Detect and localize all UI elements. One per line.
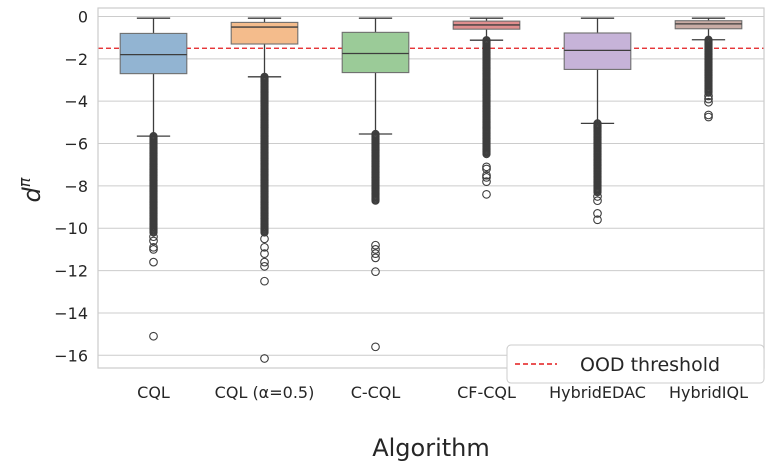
flier-point (593, 188, 602, 197)
iqr-box (674, 20, 743, 30)
iqr-box (341, 31, 410, 74)
flier-point (371, 267, 380, 276)
flier-point (593, 196, 602, 206)
y-tick-label: −12 (54, 262, 88, 281)
x-tick-label: HybridIQL (669, 383, 748, 402)
flier-point (371, 253, 380, 263)
x-tick-labels: CQL CQL (α=0.5) C-CQL CF-CQL HybridEDAC Hybri… (137, 383, 748, 402)
box-group-cf-cql (452, 17, 521, 199)
flier-group (149, 132, 158, 341)
flier-point (704, 112, 713, 122)
flier-point (260, 242, 269, 252)
flier-point (371, 245, 380, 254)
flier-point (260, 354, 269, 363)
x-tick-label: C-CQL (351, 383, 401, 402)
y-tick-label: −14 (54, 304, 88, 323)
flier-group (704, 35, 713, 122)
flier-point (482, 162, 491, 172)
flier-point (704, 97, 713, 107)
y-tick-label: −4 (64, 92, 88, 111)
flier-point (482, 177, 491, 186)
legend: OOD threshold (506, 344, 765, 384)
flier-group (482, 36, 491, 199)
y-tick-label: 0 (78, 7, 88, 26)
flier-group (593, 119, 602, 225)
x-tick-label: CF-CQL (457, 383, 516, 402)
flier-group (260, 72, 269, 363)
flier-point (593, 192, 602, 201)
x-tick-label: CQL (137, 383, 170, 402)
y-tick-labels: 0 −2 −4 −6 −8 −10 −12 −14 −16 (54, 7, 88, 365)
flier-point (371, 249, 380, 258)
y-tick-label: −10 (54, 219, 88, 238)
box-group-hybridedac (563, 17, 632, 225)
flier-point (371, 240, 380, 250)
flier-point (704, 94, 713, 104)
flier-point (593, 209, 602, 218)
box-group-c-cql (341, 17, 410, 352)
y-axis-label: dπ (15, 177, 46, 202)
legend-threshold-label: OOD threshold (580, 354, 720, 376)
flier-point (260, 276, 269, 286)
x-axis-label: Algorithm (372, 434, 490, 462)
flier-point (260, 262, 269, 271)
boxes-layer (119, 17, 743, 363)
flier-point (260, 228, 269, 237)
flier-point (260, 249, 269, 258)
box-group-cql (119, 17, 188, 341)
legend-box (506, 344, 765, 384)
x-tick-label: HybridEDAC (549, 383, 646, 402)
flier-point (482, 173, 491, 182)
flier-point (149, 232, 158, 242)
flier-point (149, 331, 158, 341)
box-group-cql-0-5- (230, 17, 299, 363)
flier-point (260, 257, 269, 267)
flier-point (260, 234, 269, 244)
y-tick-label: −2 (64, 50, 88, 69)
flier-point (593, 215, 602, 225)
y-axis-label-base: d (18, 186, 46, 202)
y-tick-label: −16 (54, 346, 88, 365)
flier-point (149, 236, 158, 246)
flier-point (149, 242, 158, 252)
flier-point (371, 196, 380, 205)
flier-point (149, 257, 158, 267)
x-tick-label: CQL (α=0.5) (215, 383, 315, 402)
flier-point (149, 228, 158, 237)
flier-point (371, 342, 380, 352)
y-axis-label-sup: π (15, 177, 34, 187)
flier-point (704, 88, 713, 97)
iqr-box (563, 32, 632, 70)
y-tick-label: −8 (64, 177, 88, 196)
y-tick-label: −6 (64, 135, 88, 154)
flier-point (149, 245, 158, 254)
flier-point (482, 164, 491, 174)
iqr-box (230, 21, 299, 45)
gridlines (98, 15, 764, 356)
flier-point (704, 110, 713, 120)
flier-point (482, 150, 491, 159)
plot-frame (97, 7, 765, 369)
flier-point (482, 170, 491, 180)
flier-point (482, 190, 491, 199)
box-group-hybridiql (674, 17, 743, 122)
flier-group (371, 129, 380, 352)
iqr-box (119, 32, 188, 75)
flier-point (704, 91, 713, 101)
